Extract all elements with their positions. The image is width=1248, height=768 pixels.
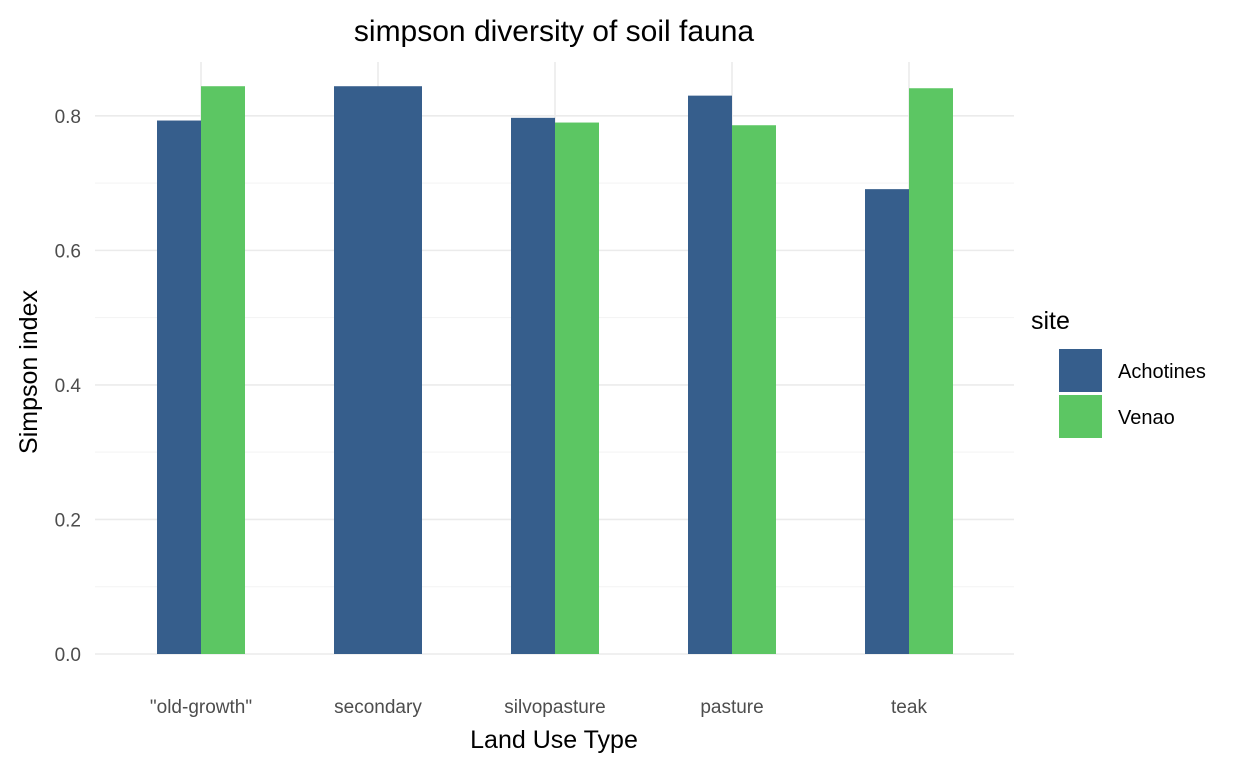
bar-achotines-2 [511,117,555,654]
x-tick-label: secondary [334,697,422,718]
y-tick-label: 0.6 [55,241,81,262]
bar-achotines-3 [688,95,732,655]
bar-venao-0 [201,86,245,654]
chart-title: simpson diversity of soil fauna [354,15,754,48]
x-tick-label: "old-growth" [150,697,252,718]
legend-label-venao: Venao [1118,407,1175,429]
legend-swatch-achotines [1059,349,1102,392]
bar-venao-3 [732,125,776,654]
y-tick-label: 0.0 [55,645,81,666]
legend: site Achotines Venao [1031,307,1206,438]
x-tick-label: pasture [700,697,763,718]
legend-title: site [1031,307,1070,335]
legend-label-achotines: Achotines [1118,361,1206,383]
x-tick-label: teak [891,697,927,718]
x-tick-label: silvopasture [504,697,605,718]
bar-achotines-1 [334,86,422,654]
legend-swatch-venao [1059,395,1102,438]
bar-achotines-0 [157,120,201,654]
y-tick-label: 0.2 [55,510,81,531]
y-tick-label: 0.4 [55,376,82,397]
x-axis-title: Land Use Type [470,726,638,754]
bar-venao-4 [909,88,953,654]
bars [157,86,953,655]
y-axis-ticks: 0.0 0.2 0.4 0.6 0.8 [55,107,82,666]
x-axis-ticks: "old-growth" secondary silvopasture pasture… [150,697,928,718]
bar-achotines-4 [865,189,909,655]
bar-venao-2 [555,122,599,654]
y-axis-title: Simpson index [15,290,43,454]
y-tick-label: 0.8 [55,107,81,128]
